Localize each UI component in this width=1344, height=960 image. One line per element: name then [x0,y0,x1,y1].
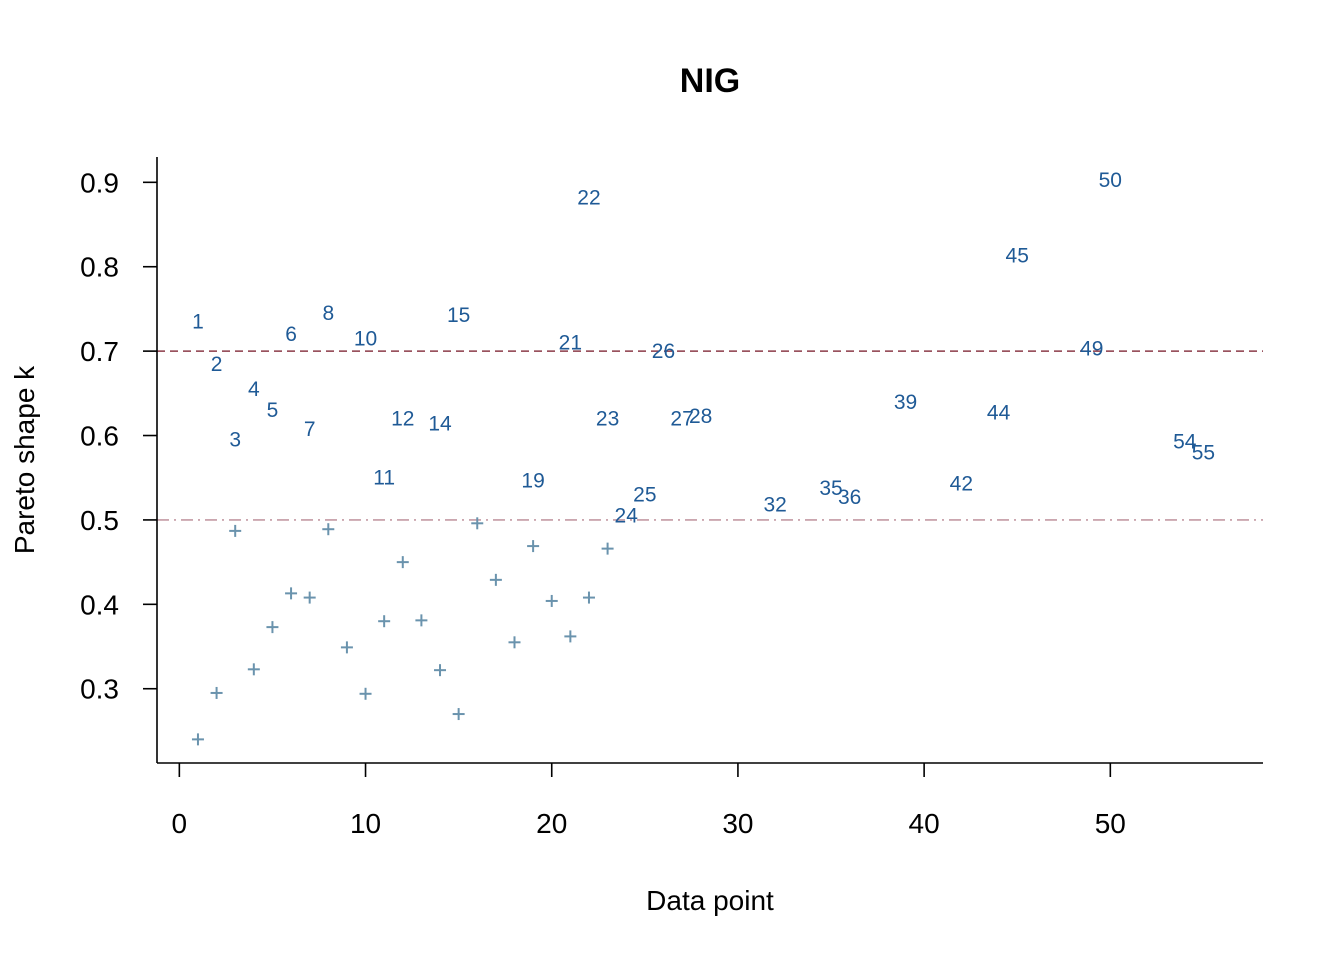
point-label: 22 [577,187,600,210]
cross-point [452,708,465,721]
cross-point [415,614,428,627]
point-label: 42 [950,473,973,496]
cross-point [471,517,484,530]
point-label: 15 [447,304,470,327]
point-label: 21 [559,332,582,355]
point-label: 35 [819,477,842,500]
cross-point [191,733,204,746]
y-tick-label: 0.8 [80,252,119,283]
cross-point [582,591,595,604]
point-label: 44 [987,402,1011,425]
point-label: 55 [1192,441,1215,464]
cross-point [527,540,540,553]
point-label: 8 [322,302,334,325]
point-label: 45 [1006,245,1029,268]
x-axis-ticks: 0 10 20 30 40 50 [172,763,1126,839]
point-label: 1 [192,311,204,334]
cross-point [378,615,391,628]
y-tick-label: 0.4 [80,589,119,620]
y-tick-label: 0.7 [80,336,119,367]
cross-point [303,591,316,604]
point-label: 23 [596,408,619,431]
point-label: 39 [894,391,917,414]
x-tick-label: 0 [172,808,188,839]
cross-point [210,686,223,699]
point-label: 12 [391,408,414,431]
point-label: 50 [1099,169,1122,192]
point-label: 26 [652,340,675,363]
point-label: 19 [521,469,544,492]
point-label: 54 [1173,430,1197,453]
point-label: 6 [285,323,297,346]
cross-point [322,523,335,536]
cross-point [340,641,353,654]
x-tick-label: 20 [536,808,567,839]
point-label: 7 [304,418,316,441]
x-tick-label: 10 [350,808,381,839]
point-label: 25 [633,484,656,507]
cross-point [508,636,521,649]
point-label: 27 [670,408,693,431]
point-label: 5 [267,399,279,422]
point-label: 36 [838,486,861,509]
point-label: 32 [763,494,786,517]
point-label: 49 [1080,338,1103,361]
x-tick-label: 40 [909,808,940,839]
chart-title: NIG [680,62,740,100]
cross-point [247,663,260,676]
y-axis-label: Pareto shape k [9,365,40,554]
cross-point [396,556,409,569]
y-tick-label: 0.6 [80,421,119,452]
x-axis-label: Data point [646,885,774,916]
y-tick-label: 0.3 [80,674,119,705]
cross-point [601,542,614,555]
point-label: 4 [248,378,260,401]
point-label: 14 [428,413,452,436]
point-label: 11 [373,467,395,490]
cross-point [434,664,447,677]
cross-point [545,594,558,607]
reference-lines [157,350,1263,521]
cross-point [285,587,298,600]
y-axis-ticks: 0.3 0.4 0.5 0.6 0.7 0.8 0.9 [80,167,157,705]
y-tick-label: 0.9 [80,167,119,198]
point-label: 28 [689,405,712,428]
point-label: 24 [615,505,639,528]
cross-point [359,687,372,700]
y-tick-label: 0.5 [80,505,119,536]
cross-point [489,573,502,586]
cross-point [266,621,279,634]
point-label: 2 [211,353,223,376]
cross-point [229,524,242,537]
x-tick-label: 30 [722,808,753,839]
point-label: 10 [354,327,377,350]
cross-point [564,630,577,643]
cross-points [191,517,614,746]
x-tick-label: 50 [1095,808,1126,839]
point-label: 3 [229,429,241,452]
